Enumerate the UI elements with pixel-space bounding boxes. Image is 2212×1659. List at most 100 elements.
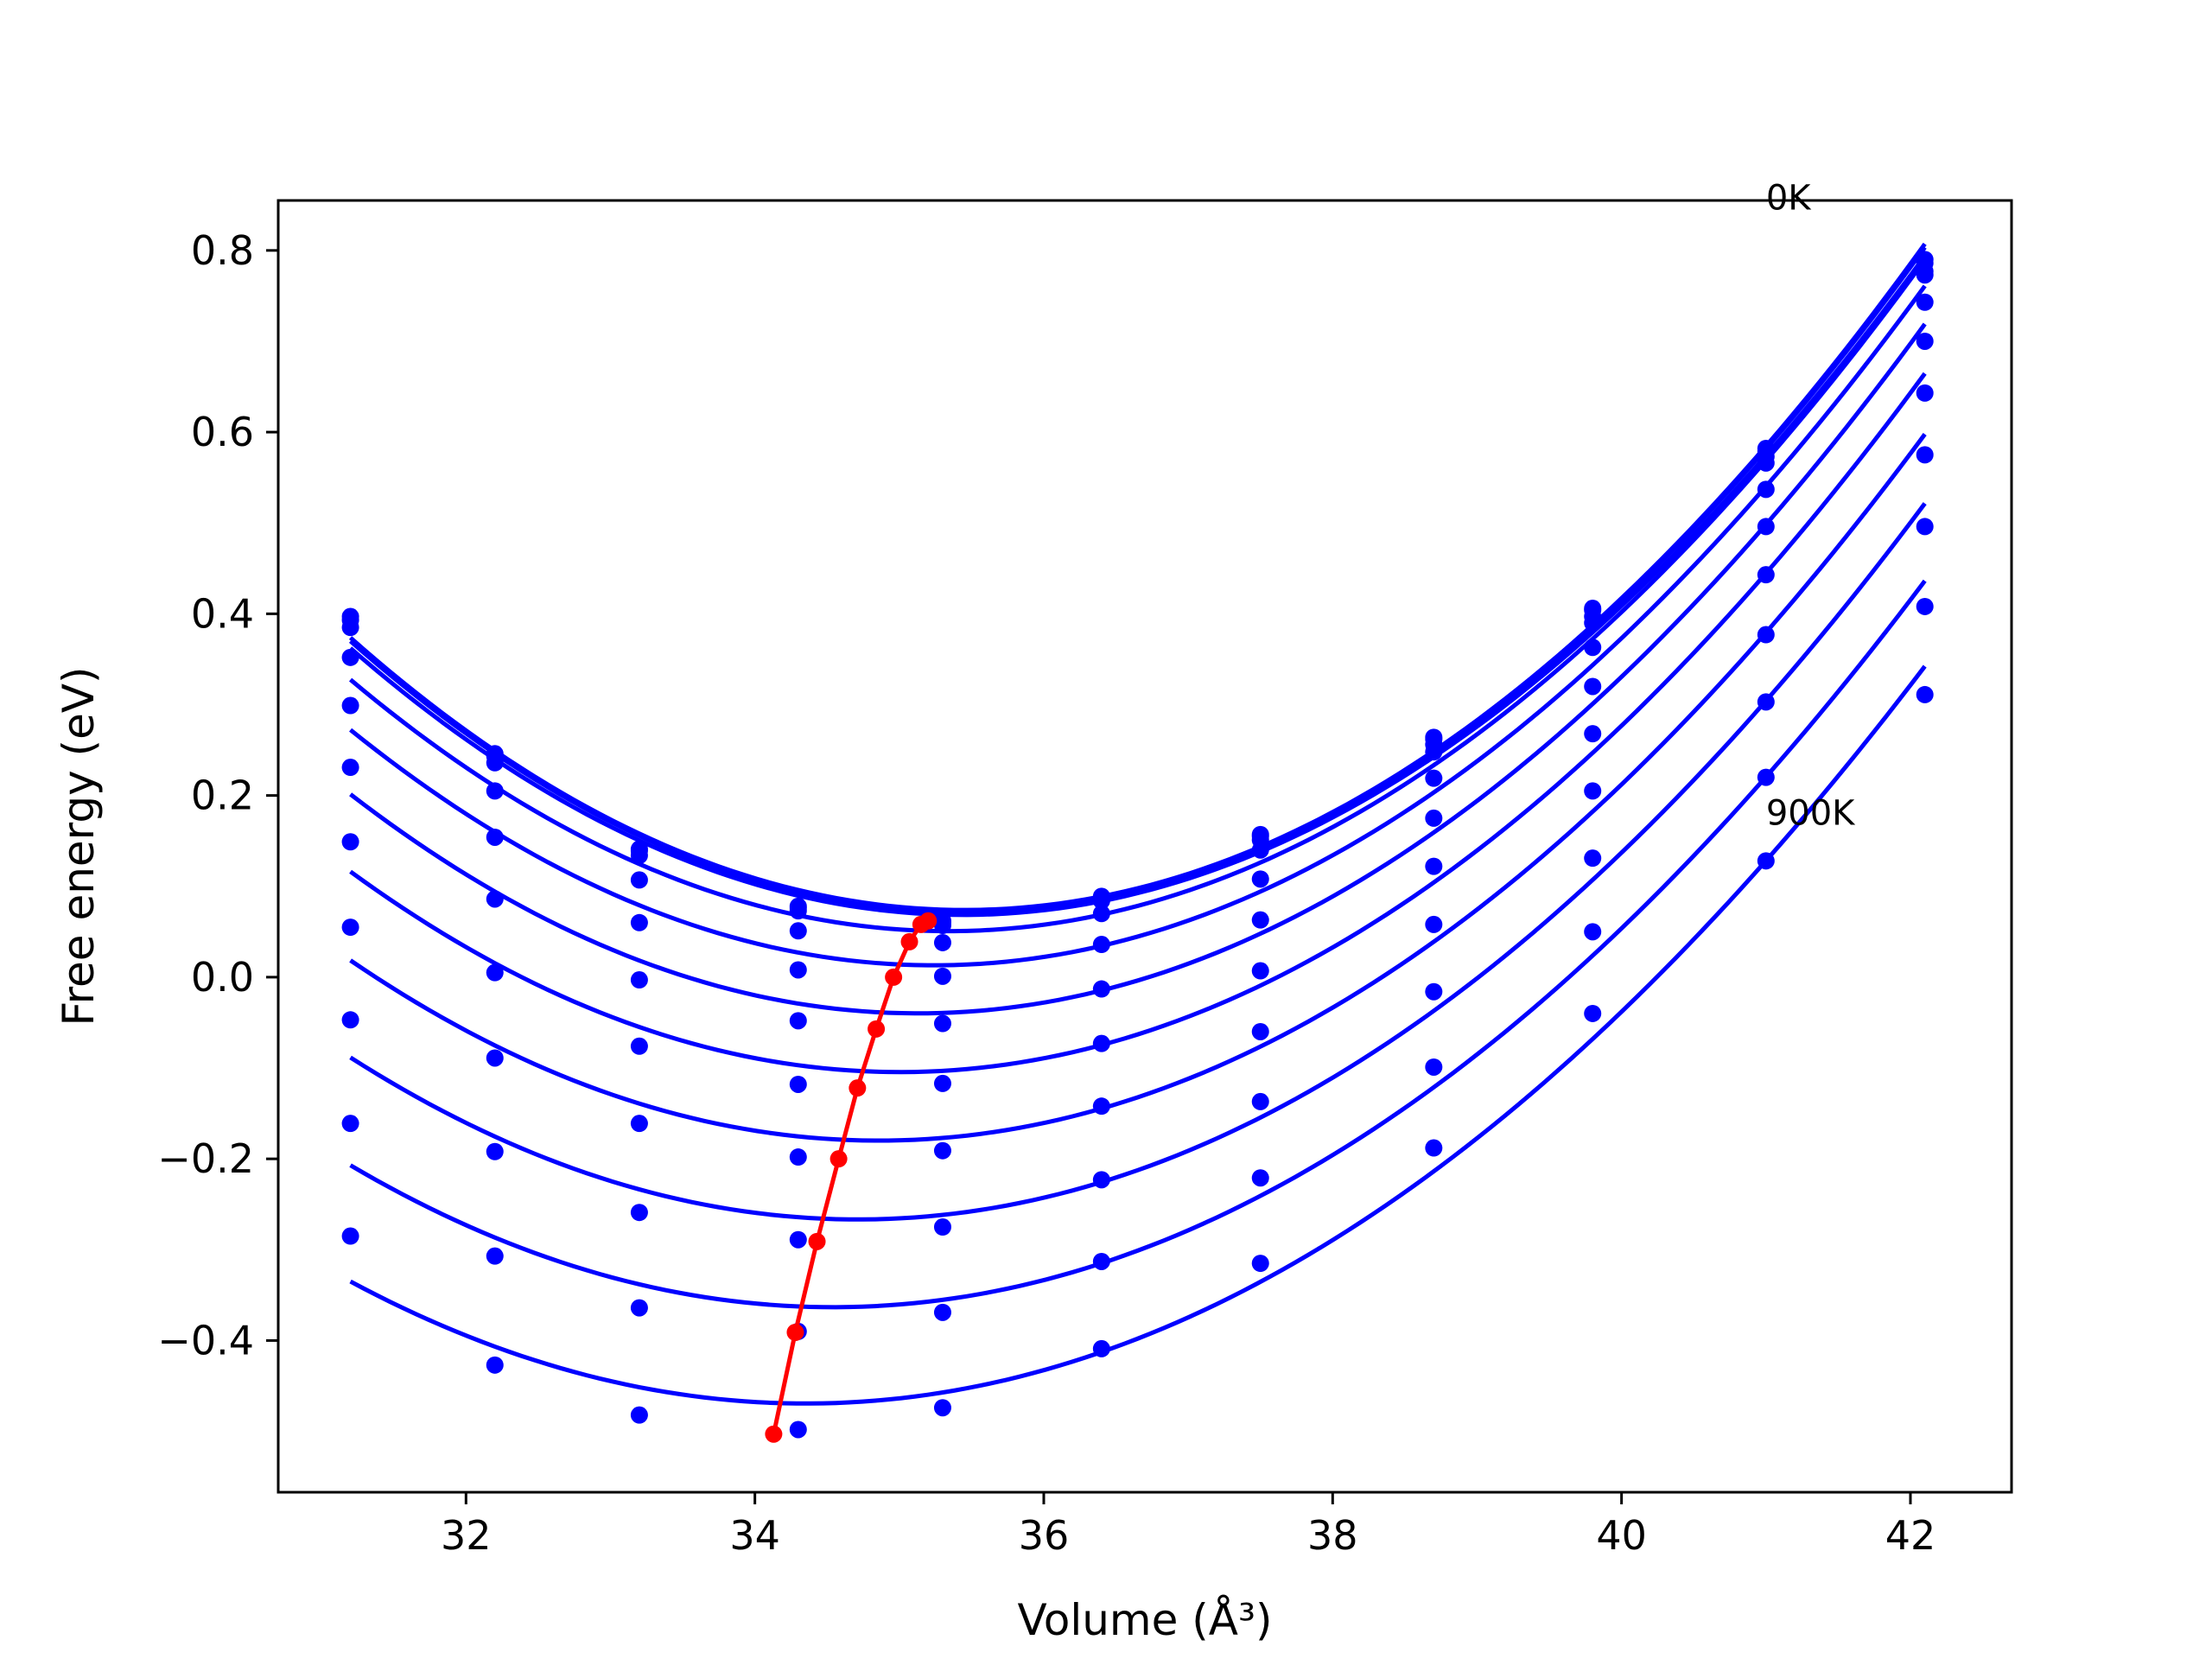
isotherm-point	[486, 963, 504, 982]
isotherm-point	[789, 1230, 807, 1249]
isotherm-point	[789, 961, 807, 979]
y-axis-ticks: −0.4 −0.2 0.0 0.2 0.4 0.6 0.8	[157, 227, 278, 1363]
y-tick-label: 0.4	[191, 590, 254, 637]
isotherm-point	[1757, 852, 1775, 870]
isotherm-point	[1425, 809, 1443, 827]
isotherm-point	[789, 1075, 807, 1093]
isotherm-point	[789, 922, 807, 940]
isotherm-point	[486, 753, 504, 772]
isotherm-point	[341, 918, 359, 937]
isotherm-point	[1092, 1097, 1110, 1116]
isotherm-line-10	[349, 664, 1927, 1406]
isotherm-point	[1251, 870, 1269, 888]
annotations: 0K 900K	[1766, 179, 1856, 834]
isotherm-point	[1584, 1004, 1602, 1022]
isotherm-point	[933, 1074, 951, 1092]
isotherm-point	[486, 828, 504, 846]
isotherm-line-1	[348, 245, 1927, 914]
isotherm-point	[1092, 892, 1110, 910]
isotherm-point	[933, 1303, 951, 1321]
isotherm-line-8	[349, 502, 1927, 1222]
isotherm-point	[341, 759, 359, 777]
minimum-point	[765, 1425, 783, 1443]
isotherm-point	[1757, 693, 1775, 711]
y-tick-label: 0.6	[191, 409, 254, 455]
isotherm-point	[630, 1037, 648, 1055]
minimum-point	[885, 968, 903, 986]
isotherm-point	[1251, 962, 1269, 980]
y-axis-label: Free energy (eV)	[54, 666, 104, 1026]
minimum-curve	[765, 912, 938, 1443]
isotherm-point	[789, 1421, 807, 1439]
isotherm-point	[1757, 480, 1775, 499]
x-tick-label: 40	[1596, 1512, 1647, 1559]
y-tick-label: 0.2	[191, 772, 254, 819]
minimum-point	[808, 1232, 826, 1250]
isotherm-point	[486, 890, 504, 908]
curve-annotation: 0K	[1766, 179, 1812, 219]
x-tick-label: 42	[1885, 1512, 1936, 1559]
isotherm-point	[1092, 1034, 1110, 1052]
isotherm-point	[1251, 1092, 1269, 1110]
isotherm-point	[1584, 725, 1602, 743]
isotherm-point	[630, 847, 648, 865]
isotherm-point	[486, 1247, 504, 1265]
isotherm-point	[1251, 841, 1269, 859]
isotherm-point	[1916, 293, 1934, 311]
isotherm-line-3	[348, 258, 1927, 934]
isotherm-point	[341, 648, 359, 666]
data-markers	[341, 251, 1934, 1439]
isotherm-point	[1916, 597, 1934, 615]
isotherm-point	[1916, 332, 1934, 350]
isotherm-line-5	[349, 322, 1927, 1016]
isotherm-point	[933, 967, 951, 985]
minimum-point	[912, 915, 930, 933]
isotherm-point	[1584, 923, 1602, 941]
curve-annotation: 900K	[1766, 793, 1856, 833]
isotherm-point	[1251, 1255, 1269, 1273]
isotherm-point	[1092, 1252, 1110, 1270]
plot-area-frame	[276, 199, 2013, 1494]
isotherm-point	[1916, 518, 1934, 536]
isotherm-point	[1584, 613, 1602, 632]
x-tick-label: 36	[1019, 1512, 1070, 1559]
isotherm-point	[1916, 685, 1934, 703]
isotherm-point	[1092, 1339, 1110, 1357]
isotherm-point	[933, 916, 951, 934]
isotherm-point	[1425, 857, 1443, 875]
isotherm-point	[1092, 1171, 1110, 1189]
isotherm-point	[933, 1218, 951, 1236]
y-tick-label: −0.2	[157, 1135, 254, 1182]
isotherm-point	[486, 782, 504, 800]
isotherm-point	[933, 933, 951, 951]
isotherm-line-4	[349, 284, 1927, 968]
isotherm-point	[1584, 849, 1602, 868]
isotherm-line-7	[349, 433, 1927, 1143]
isotherm-point	[1916, 384, 1934, 402]
isotherm-point	[1584, 639, 1602, 657]
isotherm-point	[630, 971, 648, 989]
isotherm-line-2	[348, 254, 1927, 918]
isotherm-point	[1425, 915, 1443, 933]
isotherm-point	[1092, 936, 1110, 954]
isotherm-point	[1916, 446, 1934, 464]
minimum-point	[900, 932, 918, 950]
isotherm-point	[630, 1299, 648, 1317]
isotherm-point	[630, 1406, 648, 1424]
isotherm-point	[1584, 782, 1602, 800]
isotherm-line-6	[349, 372, 1927, 1075]
isotherm-point	[933, 1399, 951, 1417]
isotherm-point	[1425, 982, 1443, 1001]
isotherm-point	[486, 1049, 504, 1067]
isotherm-point	[1251, 911, 1269, 929]
isotherm-point	[341, 1115, 359, 1133]
minimum-point	[830, 1150, 848, 1168]
isotherm-point	[933, 1014, 951, 1033]
isotherm-point	[630, 871, 648, 889]
isotherm-point	[1757, 454, 1775, 472]
x-tick-label: 38	[1307, 1512, 1358, 1559]
isotherm-point	[1584, 677, 1602, 696]
isotherm-point	[933, 1141, 951, 1160]
isotherm-point	[1757, 626, 1775, 644]
